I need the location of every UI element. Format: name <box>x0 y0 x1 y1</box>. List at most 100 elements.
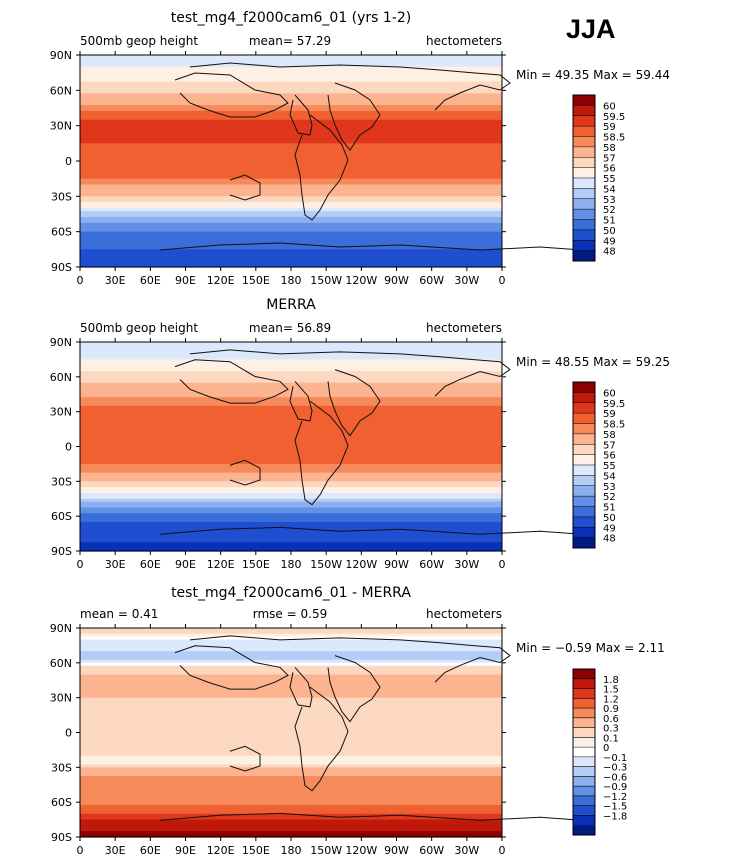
x-tick-label: 0 <box>77 844 84 857</box>
field-band <box>80 356 502 361</box>
colorbar-swatch <box>573 698 595 709</box>
colorbar-swatch <box>573 433 595 445</box>
field-band <box>80 700 502 705</box>
field-band <box>80 397 502 401</box>
colorbar-swatch <box>573 105 595 117</box>
coastline <box>159 526 583 535</box>
field-band <box>80 172 502 177</box>
x-tick-label: 180 <box>281 558 302 571</box>
x-tick-label: 30E <box>105 274 126 287</box>
colorbar-swatch <box>573 229 595 241</box>
field-band <box>80 481 502 485</box>
x-tick-label: 120E <box>207 274 235 287</box>
x-tick-label: 90W <box>384 274 409 287</box>
field-band <box>80 825 502 829</box>
field-band <box>80 214 502 218</box>
field-band <box>80 536 502 540</box>
colorbar-label: 58.5 <box>603 133 625 144</box>
colorbar-swatch <box>573 747 595 758</box>
field-band <box>80 405 502 410</box>
field-band <box>80 243 502 247</box>
coastline <box>189 349 511 397</box>
field-band <box>80 545 502 549</box>
colorbar-swatch <box>573 157 595 169</box>
colorbar-swatch <box>573 815 595 826</box>
colorbar-swatch <box>573 382 595 393</box>
field-band <box>80 507 502 511</box>
field-band <box>80 359 502 363</box>
colorbar-swatch <box>573 198 595 210</box>
field-band <box>80 668 502 673</box>
x-tick-label: 30E <box>105 844 126 857</box>
field-band <box>80 452 502 456</box>
colorbar-frame <box>572 668 596 836</box>
colorbar-swatch <box>573 392 595 404</box>
colorbar-swatch <box>573 167 595 179</box>
field-band <box>80 807 502 812</box>
coastline <box>327 82 381 151</box>
field-band <box>80 93 502 97</box>
field-band <box>80 75 502 80</box>
x-tick-label: 150E <box>242 558 270 571</box>
y-tick-label: 0 <box>65 727 72 740</box>
colorbar-label: 59 <box>603 122 616 133</box>
colorbar-label: 52 <box>603 205 616 216</box>
field-band <box>80 510 502 514</box>
x-tick-label: 180 <box>281 274 302 287</box>
field-band <box>80 414 502 419</box>
contour-field <box>80 628 502 838</box>
colorbar-label: 55 <box>603 174 616 185</box>
field-band <box>80 677 502 681</box>
colorbar-label: −1.5 <box>603 802 627 813</box>
field-band <box>80 831 502 835</box>
left-label: mean = 0.41 <box>80 607 158 621</box>
coastline <box>327 369 381 437</box>
colorbar-swatch <box>573 516 595 528</box>
x-tick-label: 60E <box>140 558 161 571</box>
field-band <box>80 519 502 523</box>
panel-title: test_mg4_f2000cam6_01 (yrs 1-2) <box>171 10 412 26</box>
colorbar-swatch <box>573 717 595 728</box>
field-band <box>80 55 502 59</box>
colorbar-swatch <box>573 209 595 220</box>
mean-label: mean= 56.89 <box>249 321 331 335</box>
panel-title: test_mg4_f2000cam6_01 - MERRA <box>171 585 411 601</box>
field-band <box>80 408 502 413</box>
field-band <box>80 530 502 535</box>
colorbar: 1.81.51.20.90.60.30.10−0.1−0.3−0.6−0.9−1… <box>572 668 627 836</box>
colorbar-swatch <box>573 756 595 768</box>
field-band <box>80 717 502 722</box>
coastlines <box>159 62 583 251</box>
field-band <box>80 504 502 509</box>
colorbar-label: 1.2 <box>603 694 619 705</box>
colorbar-swatch <box>573 537 595 549</box>
colorbar-label: 52 <box>603 492 616 503</box>
field-band <box>80 671 502 676</box>
colorbar-label: 0 <box>603 743 609 754</box>
colorbar-swatch <box>573 413 595 424</box>
colorbar-swatch <box>573 188 595 200</box>
coastline <box>229 174 261 201</box>
field-band <box>80 373 502 378</box>
y-tick-label: 90N <box>50 622 72 635</box>
x-tick-label: 150W <box>310 558 342 571</box>
y-tick-label: 90S <box>51 261 72 274</box>
field-band <box>80 478 502 482</box>
x-tick-label: 120W <box>345 274 377 287</box>
colorbar-swatch <box>573 825 595 836</box>
field-band <box>80 411 502 416</box>
field-band <box>80 694 502 699</box>
y-tick-label: 30S <box>51 761 72 774</box>
field-band <box>80 347 502 352</box>
field-band <box>80 342 502 346</box>
field-band <box>80 472 502 477</box>
field-band <box>80 533 502 538</box>
field-band <box>80 371 502 375</box>
field-band <box>80 799 502 803</box>
field-band <box>80 72 502 77</box>
field-band <box>80 440 502 445</box>
x-tick-label: 90E <box>175 274 196 287</box>
field-band <box>80 184 502 189</box>
x-tick-label: 0 <box>499 844 506 857</box>
